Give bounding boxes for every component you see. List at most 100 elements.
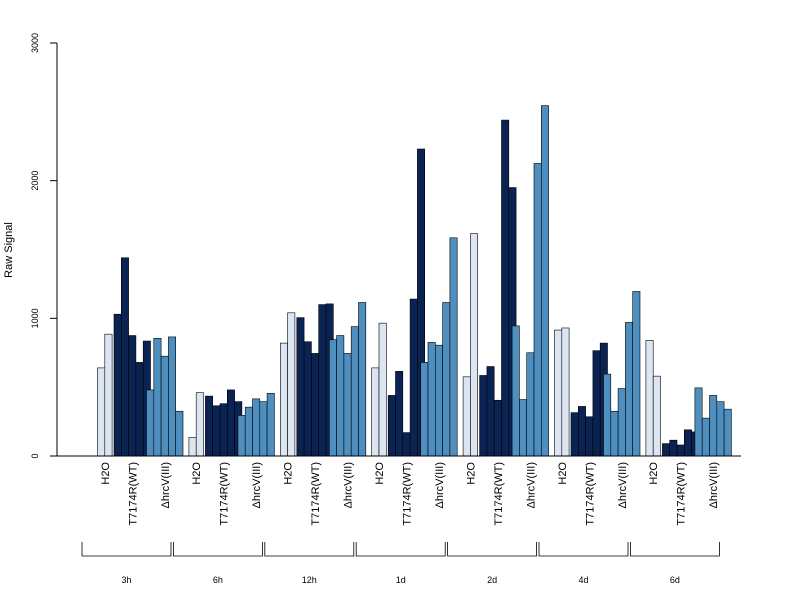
bar xyxy=(378,322,387,457)
bar xyxy=(402,432,411,457)
bar xyxy=(395,371,404,457)
bar xyxy=(470,233,478,457)
bar xyxy=(511,325,520,457)
group-label: T7174R(WT) xyxy=(219,462,231,526)
bar xyxy=(662,443,671,457)
bar xyxy=(409,298,418,457)
bar xyxy=(104,333,113,457)
bar xyxy=(519,399,528,457)
group-label: H2O xyxy=(374,462,386,485)
bar xyxy=(434,344,443,457)
group-label: T7174R(WT) xyxy=(584,462,596,526)
bar xyxy=(462,376,471,457)
y-tick-label: 1000 xyxy=(30,308,40,328)
bar xyxy=(244,406,253,457)
bar xyxy=(652,375,661,457)
bar xyxy=(493,399,502,457)
bar xyxy=(343,353,352,457)
timepoint-bracket xyxy=(264,542,355,557)
group-label: T7174R(WT) xyxy=(310,462,322,526)
bar xyxy=(160,355,169,457)
group-labels: H2O T7174R(WT) ΔhrcV(III) H2O T7174R(WT) Δhrc… xyxy=(100,462,720,526)
timepoint-bracket xyxy=(630,542,720,557)
group-label: ΔhrcV(III) xyxy=(434,462,446,508)
group-label: T7174R(WT) xyxy=(493,462,505,526)
bar xyxy=(153,337,162,457)
bar xyxy=(554,329,563,457)
bar xyxy=(259,401,268,457)
bar xyxy=(358,302,367,457)
bar xyxy=(128,335,137,457)
bar xyxy=(617,388,626,457)
bar xyxy=(694,387,703,457)
timepoint-label: 6d xyxy=(670,575,680,585)
group-label: ΔhrcV(III) xyxy=(251,462,263,508)
bar xyxy=(723,408,732,457)
timepoint-bracket xyxy=(173,542,263,557)
bar xyxy=(303,341,312,457)
group-label: ΔhrcV(III) xyxy=(708,462,720,508)
bar xyxy=(328,339,337,457)
bar xyxy=(625,322,634,457)
bar xyxy=(205,395,213,457)
bar xyxy=(540,105,549,457)
bar xyxy=(212,405,221,457)
bar xyxy=(701,417,710,457)
bar xyxy=(592,350,601,457)
bar xyxy=(533,163,542,457)
timepoint-brackets: 3h 6h 12h 1d 2d 4d 6d xyxy=(81,542,720,585)
group-label: T7174R(WT) xyxy=(676,462,688,526)
bar xyxy=(479,375,488,457)
bar xyxy=(486,366,495,457)
group-label: ΔhrcV(III) xyxy=(525,462,537,508)
bar xyxy=(442,302,451,457)
bar xyxy=(336,335,345,457)
bar xyxy=(175,410,184,457)
bar xyxy=(449,237,458,457)
bar xyxy=(577,406,586,457)
bar xyxy=(237,415,246,457)
group-label: H2O xyxy=(557,462,569,485)
bar xyxy=(121,257,129,457)
bar xyxy=(266,393,275,457)
bar xyxy=(97,367,106,457)
bar xyxy=(252,398,261,457)
timepoint-label: 4d xyxy=(578,575,588,585)
bar xyxy=(195,392,204,457)
bar xyxy=(227,389,235,457)
bars xyxy=(97,105,732,457)
timepoint-label: 6h xyxy=(213,575,223,585)
timepoint-bracket xyxy=(81,542,172,557)
group-label: H2O xyxy=(191,462,203,485)
bar xyxy=(585,416,594,457)
bar xyxy=(420,362,429,457)
y-axis-label: Raw Signal xyxy=(3,222,15,278)
bar xyxy=(311,353,319,457)
group-label: H2O xyxy=(465,462,477,485)
bar xyxy=(219,403,228,457)
group-label: ΔhrcV(III) xyxy=(343,462,355,508)
bar xyxy=(526,352,535,457)
bar xyxy=(296,317,305,457)
bar xyxy=(645,340,654,457)
timepoint-label: 2d xyxy=(487,575,497,585)
timepoint-bracket xyxy=(538,542,629,557)
group-label: ΔhrcV(III) xyxy=(160,462,172,508)
group-label: H2O xyxy=(648,462,660,485)
group-label: ΔhrcV(III) xyxy=(617,462,629,508)
bar xyxy=(716,401,725,457)
bar xyxy=(610,410,619,457)
bar xyxy=(135,362,144,457)
bar xyxy=(501,119,510,457)
timepoint-label: 1d xyxy=(396,575,406,585)
bar xyxy=(570,412,579,457)
bar xyxy=(371,367,380,457)
y-axis: 0 1000 2000 3000 xyxy=(30,33,58,459)
bar xyxy=(676,444,685,457)
bar xyxy=(350,326,359,457)
timepoint-label: 3h xyxy=(121,575,131,585)
bar xyxy=(168,336,176,457)
bar xyxy=(632,291,641,457)
bar xyxy=(683,429,692,457)
y-tick-label: 0 xyxy=(30,453,40,458)
